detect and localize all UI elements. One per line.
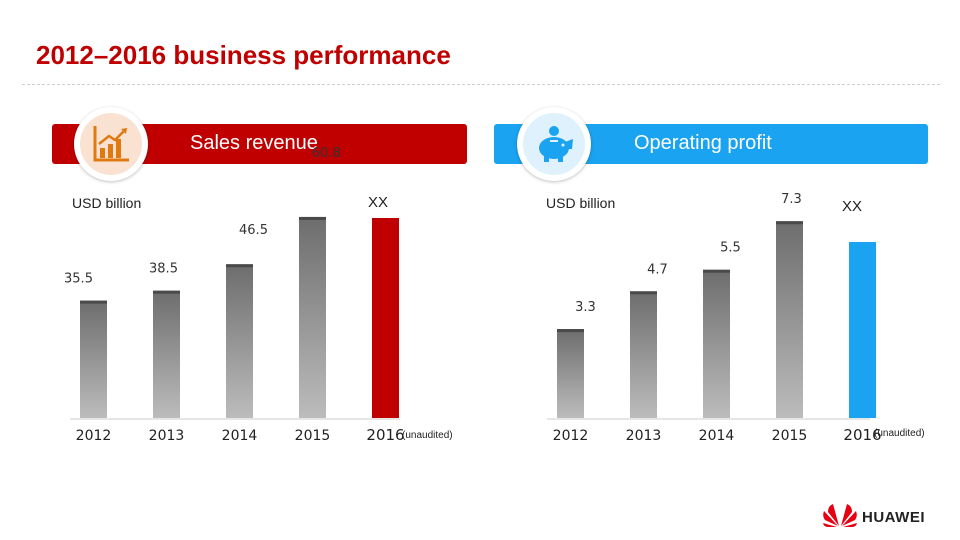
profit-bar-cap-2015: [776, 221, 803, 225]
sales-2016-placeholder: XX: [368, 194, 389, 211]
profit-value-label-2012: 3.3: [575, 300, 596, 315]
sales-value-label-2014: 46.5: [239, 223, 268, 238]
profit-bar-2016: [849, 242, 876, 418]
profit-bar-2012: [557, 329, 584, 418]
sales-value-label-2013: 38.5: [149, 262, 178, 277]
huawei-wordmark: HUAWEI: [862, 509, 925, 526]
sales-bar-cap-2013: [153, 290, 180, 294]
profit-bar-2013: [630, 291, 657, 418]
sales-bar-2012: [80, 300, 107, 418]
profit-year-label-2012: 2012: [553, 428, 589, 444]
huawei-logo-icon: [823, 504, 857, 527]
sales-year-label-2013: 2013: [149, 428, 185, 444]
profit-bar-cap-2013: [630, 291, 657, 295]
profit-bar-2015: [776, 221, 803, 418]
profit-value-label-2014: 5.5: [720, 241, 741, 256]
page-title: 2012–2016 business performance: [36, 40, 451, 70]
sales-value-label-2015: 60.8: [312, 146, 341, 161]
sales-bar-2016: [372, 218, 399, 418]
sales-bar-cap-2015: [299, 216, 326, 220]
profit-year-label-2014: 2014: [699, 428, 735, 444]
sales-year-label-2015: 2015: [295, 428, 331, 444]
growth-chart-icon: [93, 126, 129, 162]
profit-bar-cap-2014: [703, 269, 730, 273]
title-divider: [22, 84, 940, 85]
profit-value-label-2015: 7.3: [781, 192, 802, 207]
piggy-bank-icon: [539, 126, 573, 162]
sales-year-label-2012: 2012: [76, 428, 112, 444]
growth-chart-badge: [74, 107, 148, 181]
profit-year-label-2015: 2015: [772, 428, 808, 444]
piggy-bank-badge: [517, 107, 591, 181]
sales-year-label-2016: 2016: [366, 426, 404, 444]
profit-unaudited-note: (unaudited): [874, 428, 925, 439]
sales-unit-label: USD billion: [72, 195, 142, 211]
operating-profit-header: Operating profit: [634, 132, 772, 154]
profit-2016-placeholder: XX: [842, 198, 863, 215]
profit-value-label-2013: 4.7: [647, 262, 668, 277]
profit-year-label-2013: 2013: [626, 428, 662, 444]
profit-unit-label: USD billion: [546, 195, 616, 211]
sales-bar-cap-2014: [226, 264, 253, 268]
sales-bar-2015: [299, 216, 326, 418]
profit-bar-2014: [703, 269, 730, 418]
sales-bar-2013: [153, 290, 180, 418]
sales-value-label-2012: 35.5: [64, 272, 93, 287]
sales-revenue-header: Sales revenue: [190, 132, 318, 154]
sales-bar-2014: [226, 264, 253, 418]
sales-year-label-2014: 2014: [222, 428, 258, 444]
sales-bar-cap-2012: [80, 300, 107, 304]
profit-bar-cap-2012: [557, 329, 584, 333]
profit-year-label-2016: 2016: [843, 426, 881, 444]
sales-unaudited-note: (unaudited): [402, 430, 453, 441]
